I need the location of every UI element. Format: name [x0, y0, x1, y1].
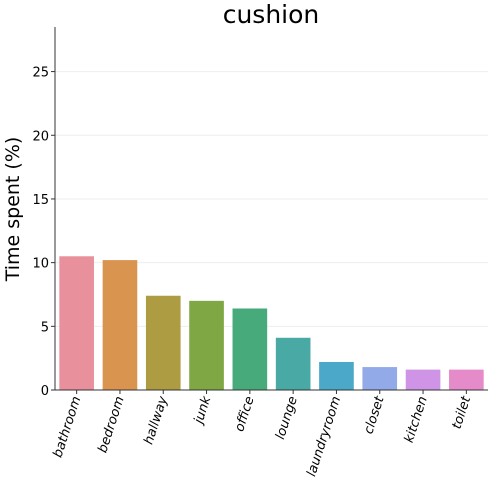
- y-tick-label: 10: [32, 257, 49, 272]
- x-tick-label: closet: [361, 394, 387, 436]
- x-axis-labels: bathroom bedroom hallway junk office lounge la…: [51, 390, 475, 478]
- bar-lounge: [276, 338, 311, 390]
- x-tick-label: office: [232, 395, 257, 434]
- x-tick-label: bathroom: [51, 395, 85, 460]
- y-tick-label: 5: [41, 320, 49, 335]
- x-tick-label: kitchen: [402, 395, 431, 445]
- bar-kitchen: [406, 370, 441, 390]
- bar-toilet: [449, 370, 484, 390]
- bar-office: [233, 308, 268, 390]
- y-axis-label: Time spent (%): [2, 137, 24, 283]
- bar-bedroom: [103, 260, 138, 390]
- y-tick-label: 25: [32, 66, 49, 81]
- x-tick-label: laundryroom: [304, 395, 344, 479]
- x-tick-label: hallway: [141, 394, 171, 446]
- bar-bathroom: [59, 256, 94, 390]
- x-tick-label: bedroom: [95, 395, 127, 455]
- x-tick-label: lounge: [273, 395, 301, 442]
- chart-title: cushion: [223, 0, 320, 29]
- bars: [59, 256, 483, 390]
- y-axis-ticks: 0 5 10 15 20 25: [32, 66, 55, 399]
- bar-closet: [362, 367, 397, 390]
- bar-hallway: [146, 296, 181, 390]
- y-tick-label: 15: [32, 193, 49, 208]
- y-tick-label: 0: [41, 384, 49, 399]
- y-tick-label: 20: [32, 129, 49, 144]
- bar-junk: [189, 301, 224, 390]
- x-tick-label: junk: [191, 394, 215, 427]
- x-tick-label: toilet: [450, 394, 475, 431]
- bar-laundryroom: [319, 362, 354, 390]
